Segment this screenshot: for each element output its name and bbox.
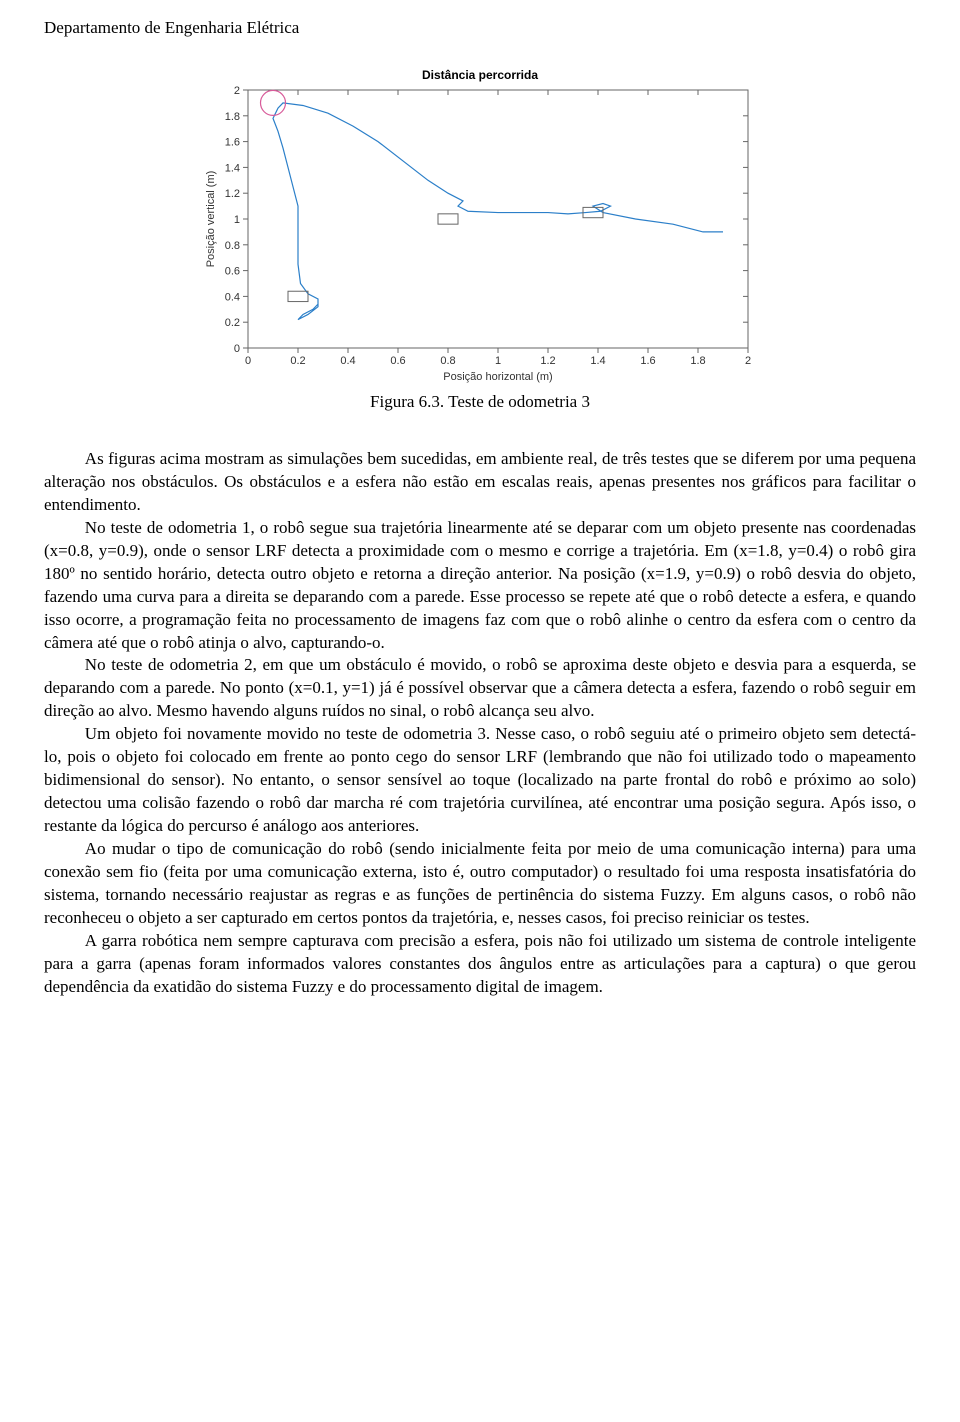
- paragraph-6: A garra robótica nem sempre capturava co…: [44, 930, 916, 999]
- svg-text:1: 1: [234, 214, 240, 226]
- figure-text: Teste de odometria 3: [448, 392, 590, 411]
- svg-text:0.4: 0.4: [340, 355, 355, 367]
- page-header: Departamento de Engenharia Elétrica: [44, 18, 916, 38]
- svg-text:2: 2: [745, 355, 751, 367]
- paragraph-1: As figuras acima mostram as simulações b…: [44, 448, 916, 517]
- svg-text:1.6: 1.6: [640, 355, 655, 367]
- svg-text:0.2: 0.2: [290, 355, 305, 367]
- svg-text:Posição vertical (m): Posição vertical (m): [205, 171, 217, 268]
- figure-label: Figura 6.3.: [370, 392, 444, 411]
- svg-text:0.8: 0.8: [225, 240, 240, 252]
- svg-text:1.8: 1.8: [225, 111, 240, 123]
- paragraph-3: No teste de odometria 2, em que um obstá…: [44, 654, 916, 723]
- paragraph-2: No teste de odometria 1, o robô segue su…: [44, 517, 916, 655]
- svg-text:1: 1: [495, 355, 501, 367]
- svg-text:1.2: 1.2: [225, 188, 240, 200]
- paragraph-5: Ao mudar o tipo de comunicação do robô (…: [44, 838, 916, 930]
- svg-text:0: 0: [234, 343, 240, 355]
- svg-text:1.4: 1.4: [590, 355, 605, 367]
- trajectory-chart: 0 0.2 0.4 0.6 0.8 1 1.2 1.4 1.6 1.8 2 0 0.2 0.4 0.6 0.8…: [200, 84, 760, 384]
- department-text: Departamento de Engenharia Elétrica: [44, 18, 299, 37]
- svg-text:1.8: 1.8: [690, 355, 705, 367]
- paragraph-4: Um objeto foi novamente movido no teste …: [44, 723, 916, 838]
- svg-text:1.4: 1.4: [225, 162, 240, 174]
- svg-text:0.6: 0.6: [390, 355, 405, 367]
- svg-text:0: 0: [245, 355, 251, 367]
- svg-text:0.6: 0.6: [225, 266, 240, 278]
- svg-text:0.8: 0.8: [440, 355, 455, 367]
- svg-text:1.2: 1.2: [540, 355, 555, 367]
- svg-text:0.4: 0.4: [225, 291, 240, 303]
- chart-title: Distância percorrida: [200, 68, 760, 82]
- svg-text:0.2: 0.2: [225, 317, 240, 329]
- figure-block: Distância percorrida 0 0.2 0.4 0.6 0.8 1 1.2 1.…: [200, 68, 760, 384]
- svg-text:1.6: 1.6: [225, 137, 240, 149]
- svg-text:2: 2: [234, 85, 240, 97]
- figure-caption: Figura 6.3. Teste de odometria 3: [44, 392, 916, 412]
- svg-text:Posição horizontal (m): Posição horizontal (m): [443, 371, 552, 383]
